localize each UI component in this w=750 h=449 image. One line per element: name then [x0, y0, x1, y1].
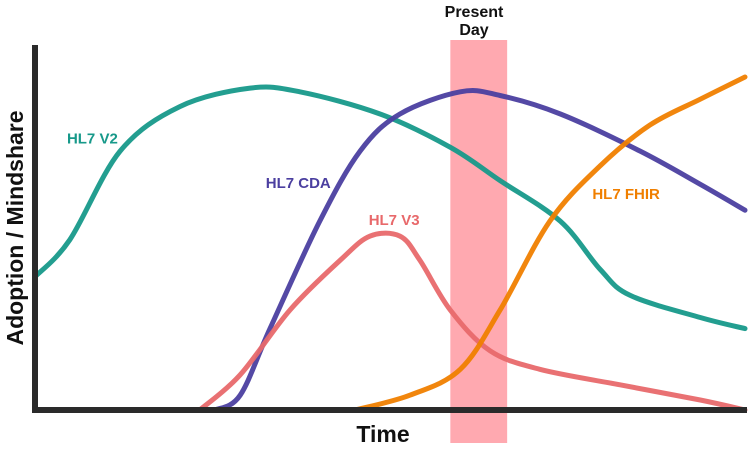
series-label-hl7-cda: HL7 CDA — [266, 175, 331, 192]
series-line-hl7-fhir — [352, 74, 748, 413]
present-day-band — [450, 40, 508, 443]
y-axis-label: Adoption / Mindshare — [2, 110, 28, 345]
present-day-label-line1: Present — [445, 4, 504, 21]
series-line-hl7-cda — [212, 88, 748, 413]
series-label-hl7-v2: HL7 V2 — [67, 131, 118, 148]
present-day-label-line2: Day — [459, 22, 488, 39]
series-label-hl7-v3: HL7 V3 — [369, 212, 420, 229]
x-axis-label: Time — [356, 421, 409, 447]
series-label-hl7-fhir: HL7 FHIR — [592, 186, 660, 203]
series-line-hl7-v2 — [32, 84, 748, 332]
series-line-hl7-v3 — [197, 230, 748, 413]
